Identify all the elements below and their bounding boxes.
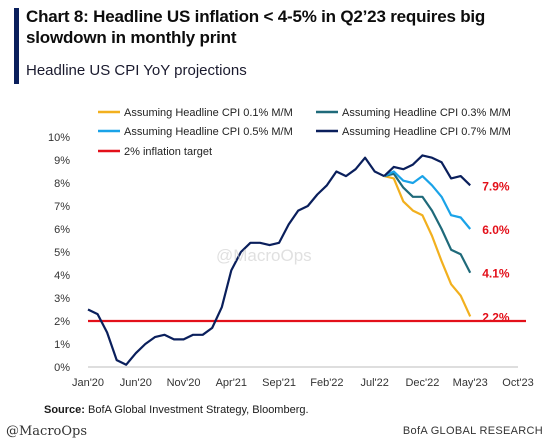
- legend-label: 2% inflation target: [124, 146, 212, 158]
- projection-series-line: [383, 170, 472, 230]
- y-tick-label: 7%: [54, 201, 70, 213]
- y-tick-label: 0%: [54, 362, 70, 374]
- projection-end-label: 6.0%: [482, 223, 510, 237]
- historical-series-line: [87, 156, 385, 366]
- inflation-chart: 0% 1% 2% 3% 4% 5% 6% 7% 8% 9% 10% Jan'20 Jun'20 Nov'2…: [48, 107, 534, 389]
- chart-subtitle: Headline US CPI YoY projections: [26, 62, 247, 79]
- y-tick-label: 2%: [54, 316, 70, 328]
- x-tick-label: May'23: [453, 377, 488, 389]
- x-tick-label: Jul'22: [360, 377, 388, 389]
- projection-end-label: 7.9%: [482, 179, 510, 193]
- center-watermark: @MacroOps: [216, 246, 312, 265]
- x-tick-label: Jun'20: [120, 377, 152, 389]
- projection-end-label: 2.2%: [482, 310, 510, 324]
- y-tick-label: 8%: [54, 178, 70, 190]
- title-accent-bar: [14, 8, 19, 84]
- x-tick-label: Feb'22: [310, 377, 343, 389]
- y-tick-label: 4%: [54, 270, 70, 282]
- legend-label: Assuming Headline CPI 0.3% M/M: [342, 107, 511, 119]
- source-text: BofA Global Investment Strategy, Bloombe…: [84, 404, 309, 416]
- y-tick-label: 6%: [54, 224, 70, 236]
- legend-label: Assuming Headline CPI 0.7% M/M: [342, 126, 511, 138]
- x-tick-label: Apr'21: [216, 377, 247, 389]
- x-tick-label: Oct'23: [502, 377, 533, 389]
- legend-label: Assuming Headline CPI 0.5% M/M: [124, 126, 293, 138]
- projection-series-line: [383, 154, 471, 187]
- y-tick-label: 10%: [48, 132, 70, 144]
- source-note: Source: BofA Global Investment Strategy,…: [44, 404, 309, 416]
- author-handle: @MacroOps: [6, 424, 88, 439]
- y-tick-label: 1%: [54, 339, 70, 351]
- x-tick-label: Jan'20: [72, 377, 104, 389]
- source-label: Source:: [44, 404, 85, 416]
- y-tick-label: 5%: [54, 247, 70, 259]
- chart-title: Chart 8: Headline US inflation < 4-5% in…: [26, 7, 486, 47]
- x-tick-label: Dec'22: [405, 377, 439, 389]
- projection-end-label: 4.1%: [482, 267, 510, 281]
- y-tick-label: 3%: [54, 293, 70, 305]
- projection-series-line: [383, 175, 472, 317]
- projection-series-line: [383, 172, 472, 274]
- x-tick-label: Nov'20: [167, 377, 201, 389]
- y-tick-label: 9%: [54, 155, 70, 167]
- research-credit: BofA GLOBAL RESEARCH: [402, 425, 543, 437]
- x-tick-label: Sep'21: [262, 377, 296, 389]
- legend-label: Assuming Headline CPI 0.1% M/M: [124, 107, 293, 119]
